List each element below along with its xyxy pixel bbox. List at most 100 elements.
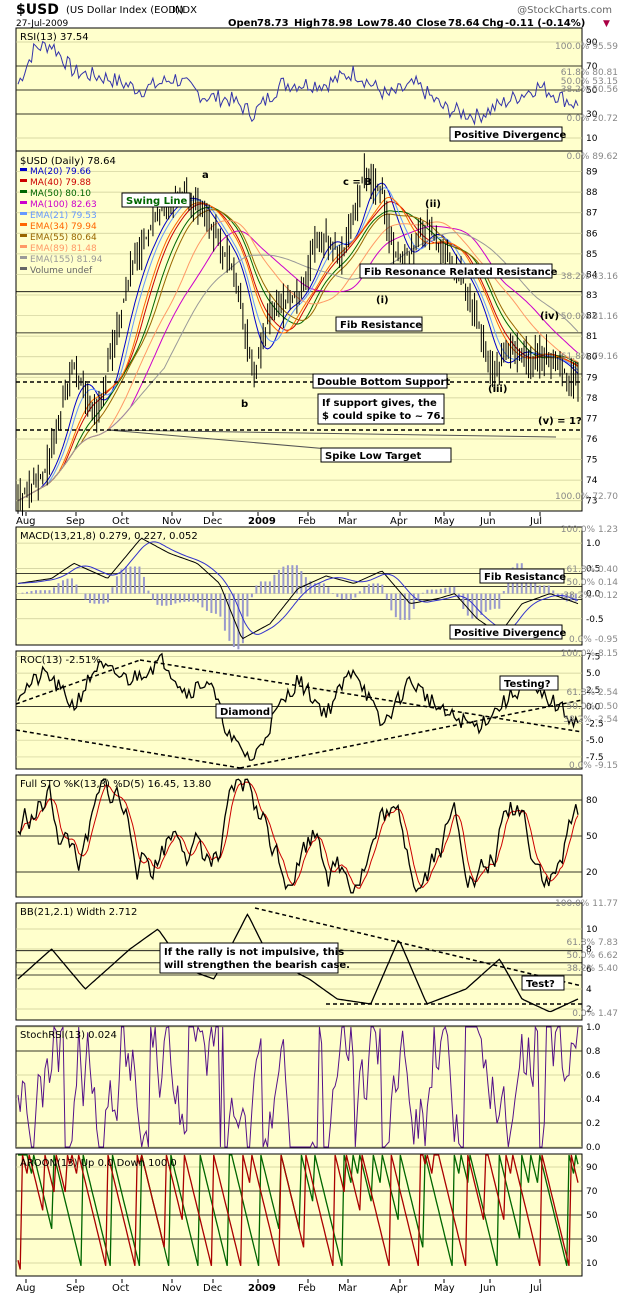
tick-label: 5.0	[586, 669, 601, 679]
tick-label: 1.0	[586, 539, 601, 549]
tick-label: 0.2	[586, 1119, 600, 1129]
tick-label: 50	[586, 86, 598, 96]
tick-label: 50	[586, 1211, 598, 1221]
macd-positive-divergence-text: Positive Divergence	[454, 628, 567, 639]
month-label: Nov	[162, 1283, 182, 1294]
ema21-line	[17, 187, 579, 502]
diamond-box	[215, 703, 273, 719]
tick-label: -5.0	[586, 736, 604, 746]
fib-resistance-box	[335, 316, 423, 332]
stochrsi-grid: 1.0 0.8 0.6 0.4 0.2 0.0	[16, 1023, 601, 1153]
tick-label: 30	[586, 1235, 598, 1245]
swing-line-box	[121, 192, 191, 208]
price-label: $USD (Daily) 78.64	[20, 156, 116, 167]
fib-label: 100.0% 95.59	[555, 42, 618, 52]
tick-label: 0.6	[586, 1071, 601, 1081]
tick-label: 6	[586, 965, 592, 975]
macd-label: MACD(13,21,8) 0.279, 0.227, 0.052	[20, 531, 198, 542]
double-bottom-text: Double Bottom Support	[317, 377, 450, 388]
macd-panel: 1.0 0.5 0.0 -0.5 MACD(13,21,8) 0.279, 0.227…	[15, 525, 619, 650]
tick-label: 73	[586, 497, 597, 507]
tick-label: 83	[586, 291, 597, 301]
fib-label: 50.0% 0.50	[567, 702, 619, 712]
tick-label: 74	[586, 476, 598, 486]
diamond-lower-left	[15, 729, 241, 769]
wave-label: a	[202, 170, 209, 181]
support-note-box	[317, 393, 445, 425]
tick-label: 89	[586, 168, 598, 178]
sto-label: Full STO %K(13,3) %D(5) 16.45, 13.80	[20, 779, 211, 790]
price-fib-labels: 0.0% 89.62 38.2% 83.16 50.0% 81.16 61.8% 79…	[555, 152, 618, 502]
month-label: Jun	[479, 1283, 496, 1294]
chg-value: -0.11 (-0.14%)	[505, 18, 585, 29]
fib-label: 38.2% -2.54	[563, 715, 618, 725]
rsi-positive-divergence-text: Positive Divergence	[454, 130, 567, 141]
month-label: Sep	[66, 1283, 85, 1294]
month-label: Dec	[203, 1283, 222, 1294]
macd-positive-divergence-box	[449, 624, 563, 640]
legend-entry: MA(100) 82.63	[30, 200, 97, 210]
month-label: Jul	[529, 516, 542, 527]
rsi-line	[17, 40, 579, 126]
fib-label: 38.2% 5.40	[567, 964, 619, 974]
legend-entry: EMA(155) 81.94	[30, 255, 103, 265]
testing-text: Testing?	[504, 679, 551, 690]
wave-label: (ii)	[425, 199, 441, 210]
tick-label: 90	[586, 1163, 598, 1173]
ema34-line	[17, 196, 579, 502]
tick-label: 0.0	[586, 590, 601, 600]
roc-line	[17, 652, 579, 761]
spike-low-trendline-2	[107, 429, 557, 438]
tick-label: -0.5	[586, 615, 604, 625]
month-axis-lower: Aug Sep Oct Nov Dec 2009 Feb Mar Apr May Jun Jul	[16, 1279, 542, 1294]
month-label: Feb	[298, 516, 316, 527]
tick-label: 85	[586, 250, 597, 260]
chg-label: Chg	[482, 18, 504, 29]
month-label: 2009	[248, 1283, 276, 1294]
fib-resonance-text: Fib Resonance Related Resistance	[364, 267, 558, 278]
tick-label: 0.4	[586, 1095, 601, 1105]
month-label: Nov	[162, 516, 182, 527]
close-label: Close	[416, 18, 447, 29]
tick-label: -2.5	[586, 719, 604, 729]
wave-label: b	[241, 399, 248, 410]
month-label: Oct	[112, 516, 129, 527]
bb-test-box	[521, 975, 565, 991]
stochrsi-label: StochRSI(13) 0.024	[20, 1030, 117, 1041]
tick-label: 2	[586, 1005, 592, 1015]
month-label: 2009	[248, 516, 276, 527]
symbol: $USD	[16, 2, 59, 18]
rsi-positive-divergence-box	[449, 126, 563, 142]
fib-label: 100.0% 1.23	[561, 525, 618, 535]
macd-line	[17, 537, 579, 640]
wave-label: (iv)	[540, 311, 559, 322]
wave-label: (i)	[376, 295, 389, 306]
legend-entry: EMA(34) 79.94	[30, 222, 97, 232]
month-label: Apr	[390, 1283, 408, 1294]
macd-fib-resistance-box	[479, 568, 565, 584]
swing-line-text: Swing Line	[126, 196, 188, 207]
exchange: INDX	[172, 5, 197, 16]
fib-label: 0.0% -0.95	[569, 635, 618, 645]
rsi-grid: 90 70 50 30 10	[16, 38, 598, 144]
tick-label: 80	[586, 796, 598, 806]
tick-label: 0.0	[586, 1143, 601, 1153]
fib-label: 50.0% 53.15	[561, 77, 618, 87]
tick-label: 50	[586, 832, 598, 842]
tick-label: 84	[586, 270, 598, 280]
stochrsi-panel: 1.0 0.8 0.6 0.4 0.2 0.0 StochRSI(13) 0.024	[15, 1023, 601, 1153]
legend-swatch	[20, 212, 27, 215]
stochrsi-panel-bg	[15, 1025, 583, 1149]
tick-label: 2.5	[586, 686, 600, 696]
bb-width-panel: 10 8 6 4 2 BB(21,2.1) Width 2.712 If the ral…	[15, 899, 619, 1021]
tick-label: 80	[586, 353, 598, 363]
fib-label: 38.2% 83.16	[561, 272, 618, 282]
tick-label: 0.5	[586, 564, 600, 574]
tick-label: 87	[586, 209, 597, 219]
bb-note-line-2: will strengthen the bearish case.	[164, 960, 350, 971]
fib-label: 61.8% 0.40	[567, 565, 619, 575]
tick-label: 8	[586, 945, 592, 955]
diamond-upper-left	[15, 659, 141, 705]
spike-low-box	[320, 447, 452, 463]
